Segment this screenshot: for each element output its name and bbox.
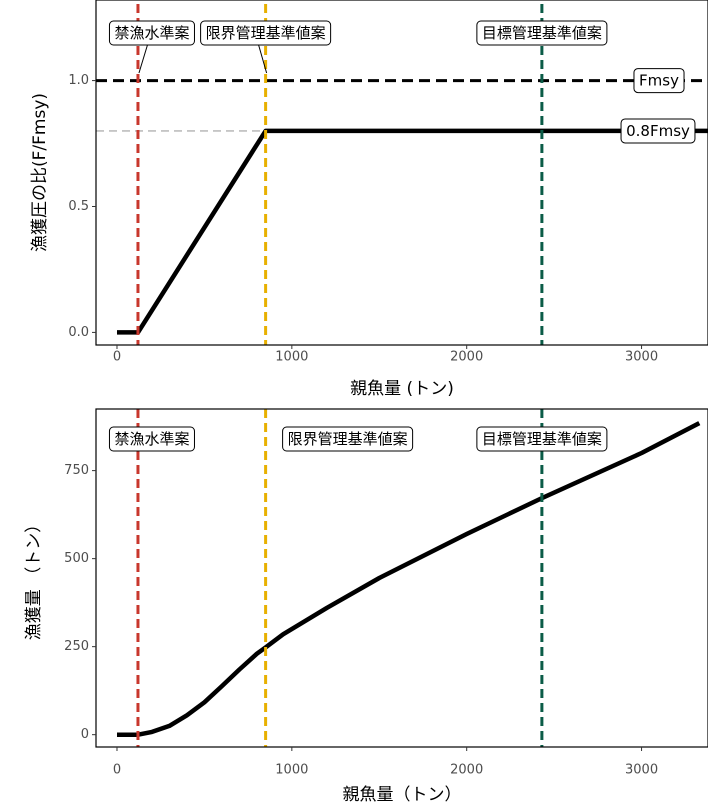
hline-label-08fmsy: 0.8Fmsy	[620, 118, 696, 144]
x-tick-label: 2000	[450, 350, 483, 365]
panel-border-1	[95, 0, 708, 346]
x-tick-label: 3000	[625, 763, 658, 778]
vline-label-limit-ref-text: 限界管理基準値案	[206, 24, 326, 42]
y-axis-title: 漁獲量 （トン）	[24, 516, 44, 640]
vline-label-target-ref-box	[476, 20, 608, 46]
x-tick-label: 0	[113, 350, 121, 365]
hline-label-08fmsy-box	[620, 118, 696, 144]
hline-label-fmsy: Fmsy	[633, 68, 685, 94]
vline-label-limit-ban: 禁漁水準案	[108, 426, 195, 452]
series-line-1	[117, 421, 701, 737]
x-tick-label: 1000	[275, 763, 308, 778]
y-axis-title: 漁獲圧の比(F/Fmsy)	[30, 93, 50, 252]
vline-label-target-ref: 目標管理基準値案	[476, 426, 608, 452]
vline-label-limit-ban-text: 禁漁水準案	[114, 430, 189, 448]
vline-label-target-ref-text: 目標管理基準値案	[482, 24, 602, 42]
vline-label-limit-ref: 限界管理基準値案	[200, 20, 332, 46]
x-tick-label: 3000	[625, 350, 658, 365]
panel-border-2	[95, 408, 708, 748]
y-tick-label: 0.5	[68, 199, 89, 214]
hline-label-fmsy-box	[633, 68, 685, 94]
vline-label-limit-ref-leader	[258, 44, 268, 74]
vline-label-limit-ref-box	[282, 426, 414, 452]
vline-label-limit-ban: 禁漁水準案	[108, 20, 195, 46]
x-axis-title: 親魚量 (トン)	[350, 379, 454, 399]
y-tick-label: 250	[64, 639, 89, 654]
vline-label-target-ref: 目標管理基準値案	[476, 20, 608, 46]
vline-label-limit-ban-leader	[138, 44, 148, 74]
y-tick-label: 500	[64, 551, 89, 566]
vline-label-limit-ref: 限界管理基準値案	[282, 426, 414, 452]
y-tick-label: 750	[64, 463, 89, 478]
hline-label-08fmsy-text: 0.8Fmsy	[626, 122, 690, 140]
vline-label-limit-ref-box	[200, 20, 332, 46]
x-axis-title: 親魚量（トン）	[343, 785, 462, 804]
x-tick-label: 2000	[450, 763, 483, 778]
plot-area-2	[116, 421, 701, 737]
vline-label-target-ref-box	[476, 426, 608, 452]
x-tick-label: 1000	[275, 350, 308, 365]
vline-label-limit-ban-box	[108, 20, 195, 46]
hline-label-fmsy-text: Fmsy	[639, 72, 679, 90]
series-line-1	[117, 128, 708, 335]
vline-label-limit-ref-text: 限界管理基準値案	[288, 430, 408, 448]
chart-panel-2: 0 250 500 750 0 1000 2000 3000 親魚量（トン） 漁獲量 （トン） 禁漁…	[24, 408, 708, 804]
chart-panel-1: 0.0 0.5 1.0 0 1000 2000 3000 親魚量 (トン) 漁獲圧の比(F/Fm…	[30, 0, 708, 399]
vline-label-target-ref-text: 目標管理基準値案	[482, 430, 602, 448]
y-tick-label: 0	[81, 727, 89, 742]
x-tick-label: 0	[113, 763, 121, 778]
y-tick-label: 0.0	[68, 325, 89, 340]
vline-label-limit-ban-box	[108, 426, 195, 452]
vline-label-limit-ban-text: 禁漁水準案	[114, 24, 189, 42]
plot-area-1	[96, 79, 708, 335]
y-tick-label: 1.0	[68, 73, 89, 88]
